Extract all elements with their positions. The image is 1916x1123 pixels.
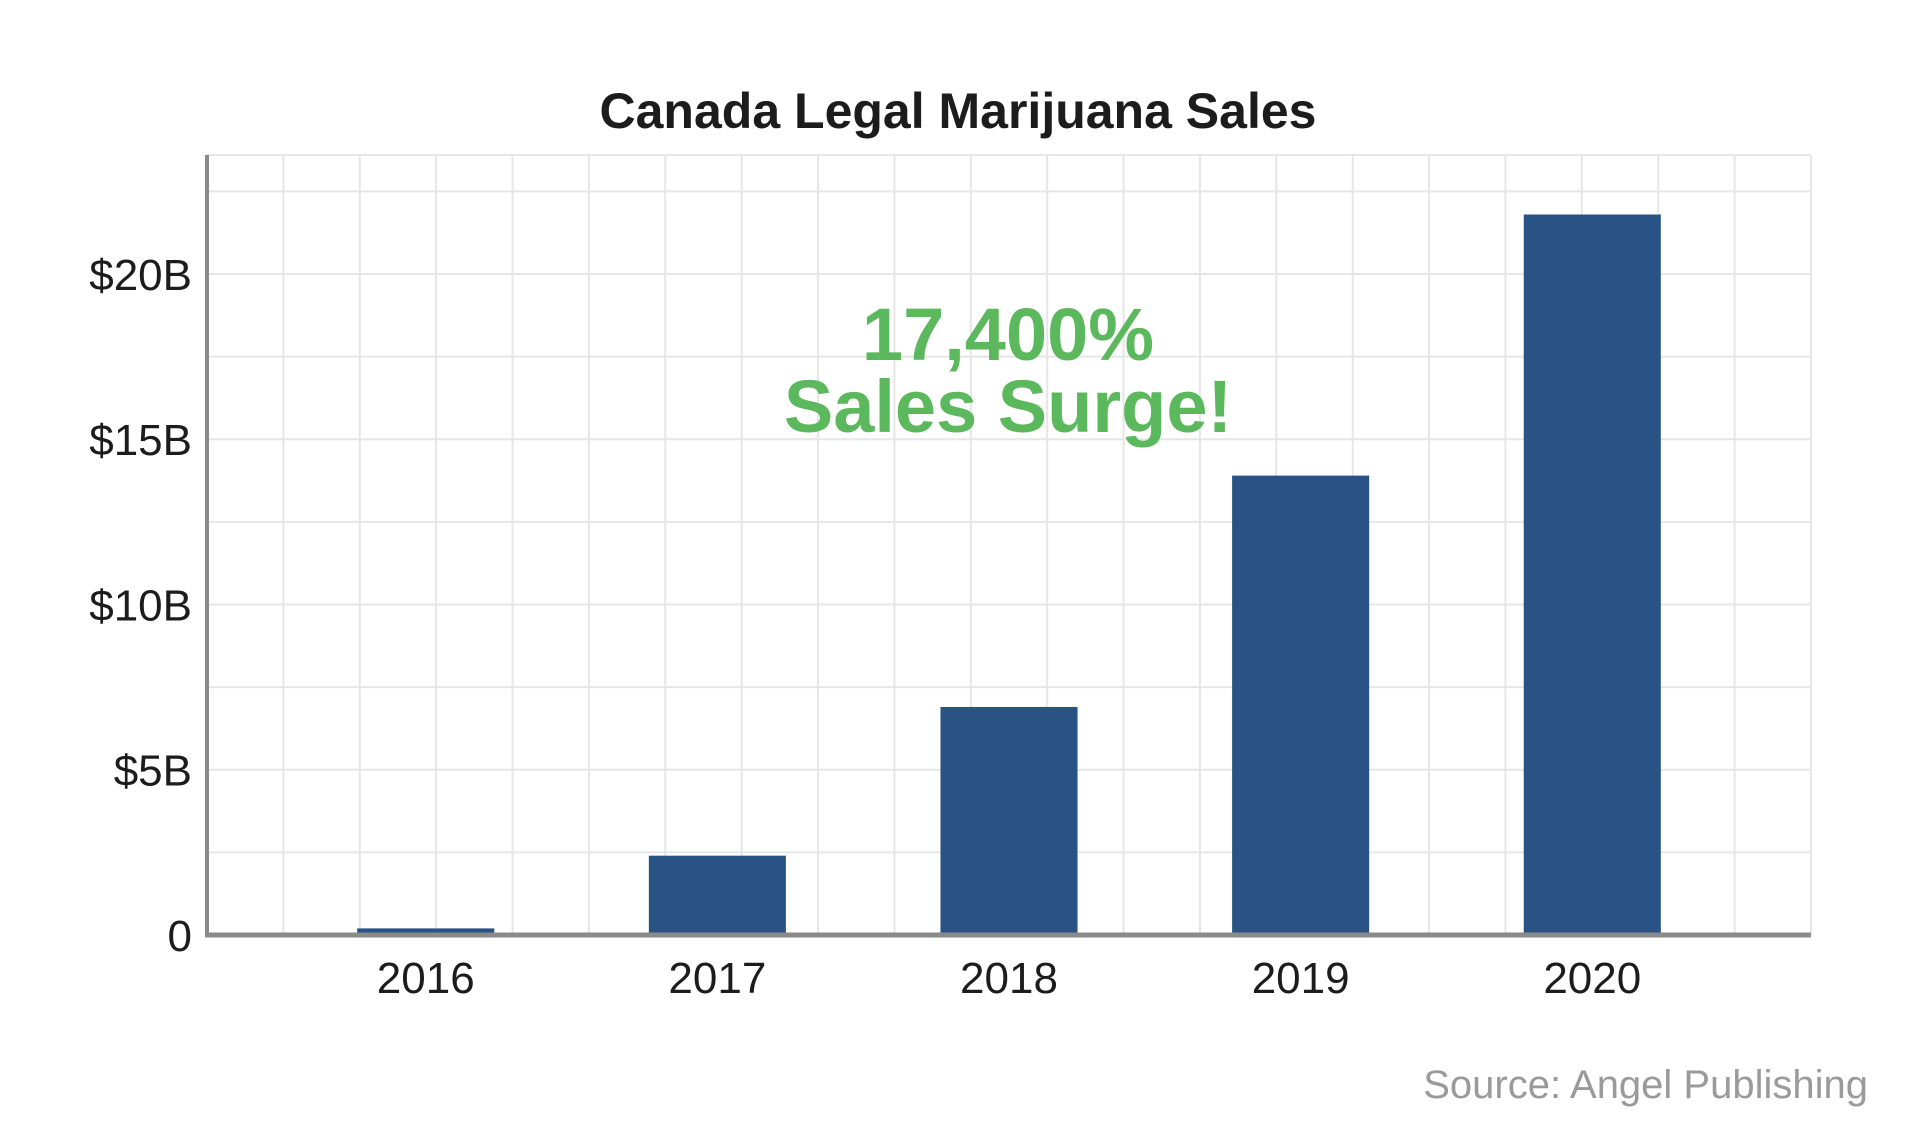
x-tick-labels: 2016 2017 2018 2019 2020 (377, 954, 1641, 1003)
x-tick-label-2018: 2018 (960, 954, 1058, 1003)
x-tick-label-2016: 2016 (377, 954, 475, 1003)
y-tick-label: $5B (114, 747, 192, 796)
bar-2016 (357, 928, 495, 935)
y-tick-label: $20B (89, 251, 192, 300)
bar-2017 (648, 855, 786, 935)
y-tick-label: 0 (168, 912, 192, 961)
y-tick-labels: 0 $5B $10B $15B $20B (89, 251, 192, 961)
chart-title: Canada Legal Marijuana Sales (600, 83, 1317, 139)
x-tick-label-2017: 2017 (668, 954, 766, 1003)
annotation-line-2: Sales Surge! (784, 365, 1232, 448)
bar-2018 (940, 706, 1078, 935)
axes (205, 155, 1811, 938)
annotation-line-1: 17,400% (862, 293, 1154, 376)
x-tick-label-2019: 2019 (1252, 954, 1350, 1003)
bar-2019 (1232, 475, 1370, 935)
y-tick-label: $15B (89, 416, 192, 465)
y-tick-label: $10B (89, 581, 192, 630)
bars (357, 214, 1661, 936)
source-label: Source: Angel Publishing (1423, 1063, 1868, 1107)
bar-2020 (1523, 214, 1661, 936)
x-tick-label-2020: 2020 (1543, 954, 1641, 1003)
